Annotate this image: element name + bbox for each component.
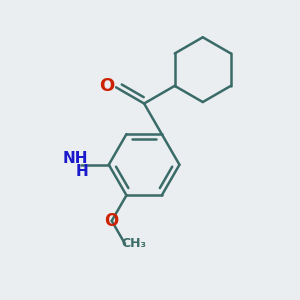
Text: O: O bbox=[105, 212, 119, 230]
Text: CH₃: CH₃ bbox=[121, 237, 146, 250]
Text: H: H bbox=[76, 164, 89, 179]
Text: NH: NH bbox=[62, 151, 88, 166]
Text: O: O bbox=[100, 77, 115, 95]
